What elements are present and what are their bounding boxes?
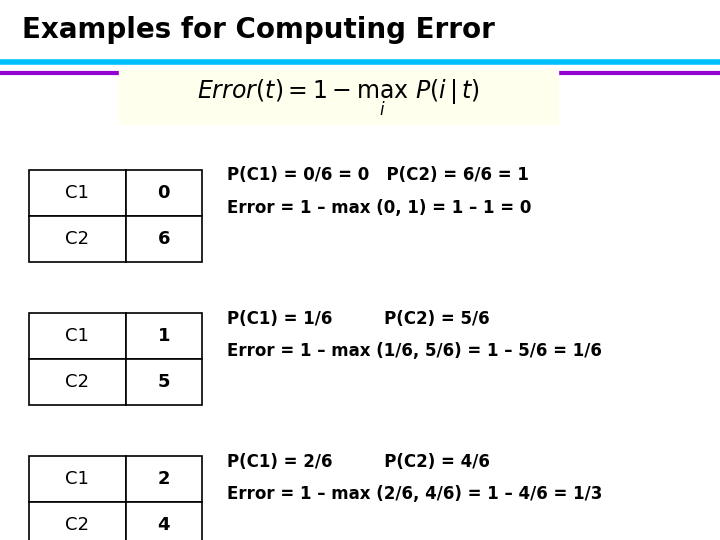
Bar: [29, 216, 126, 262]
Text: P(C1) = 0/6 = 0   P(C2) = 6/6 = 1: P(C1) = 0/6 = 0 P(C2) = 6/6 = 1: [227, 166, 528, 185]
FancyBboxPatch shape: [119, 70, 558, 124]
Text: P(C1) = 1/6         P(C2) = 5/6: P(C1) = 1/6 P(C2) = 5/6: [227, 309, 490, 328]
Text: Examples for Computing Error: Examples for Computing Error: [22, 16, 495, 44]
Text: 2: 2: [158, 470, 170, 488]
Text: C1: C1: [66, 470, 89, 488]
Bar: [126, 216, 202, 262]
Text: 1: 1: [158, 327, 170, 345]
Bar: [126, 313, 202, 359]
Text: 6: 6: [158, 230, 170, 248]
Text: C2: C2: [66, 516, 89, 534]
Text: C1: C1: [66, 184, 89, 202]
Text: Error = 1 – max (2/6, 4/6) = 1 – 4/6 = 1/3: Error = 1 – max (2/6, 4/6) = 1 – 4/6 = 1…: [227, 485, 602, 503]
Text: C2: C2: [66, 373, 89, 391]
Text: 4: 4: [158, 516, 170, 534]
Bar: [126, 170, 202, 216]
Bar: [29, 502, 126, 540]
Bar: [29, 313, 126, 359]
Bar: [29, 456, 126, 502]
Bar: [29, 359, 126, 405]
Text: 5: 5: [158, 373, 170, 391]
Bar: [126, 359, 202, 405]
Text: 0: 0: [158, 184, 170, 202]
Text: P(C1) = 2/6         P(C2) = 4/6: P(C1) = 2/6 P(C2) = 4/6: [227, 453, 490, 471]
Text: Error = 1 – max (0, 1) = 1 – 1 = 0: Error = 1 – max (0, 1) = 1 – 1 = 0: [227, 199, 531, 217]
Bar: [126, 456, 202, 502]
Text: Error = 1 – max (1/6, 5/6) = 1 – 5/6 = 1/6: Error = 1 – max (1/6, 5/6) = 1 – 5/6 = 1…: [227, 342, 602, 360]
Text: C1: C1: [66, 327, 89, 345]
Text: C2: C2: [66, 230, 89, 248]
Text: $\mathit{Error}(t) = 1 - \underset{i}{\max}\ P(i\,|\,t)$: $\mathit{Error}(t) = 1 - \underset{i}{\m…: [197, 77, 480, 118]
Bar: [126, 502, 202, 540]
Bar: [29, 170, 126, 216]
